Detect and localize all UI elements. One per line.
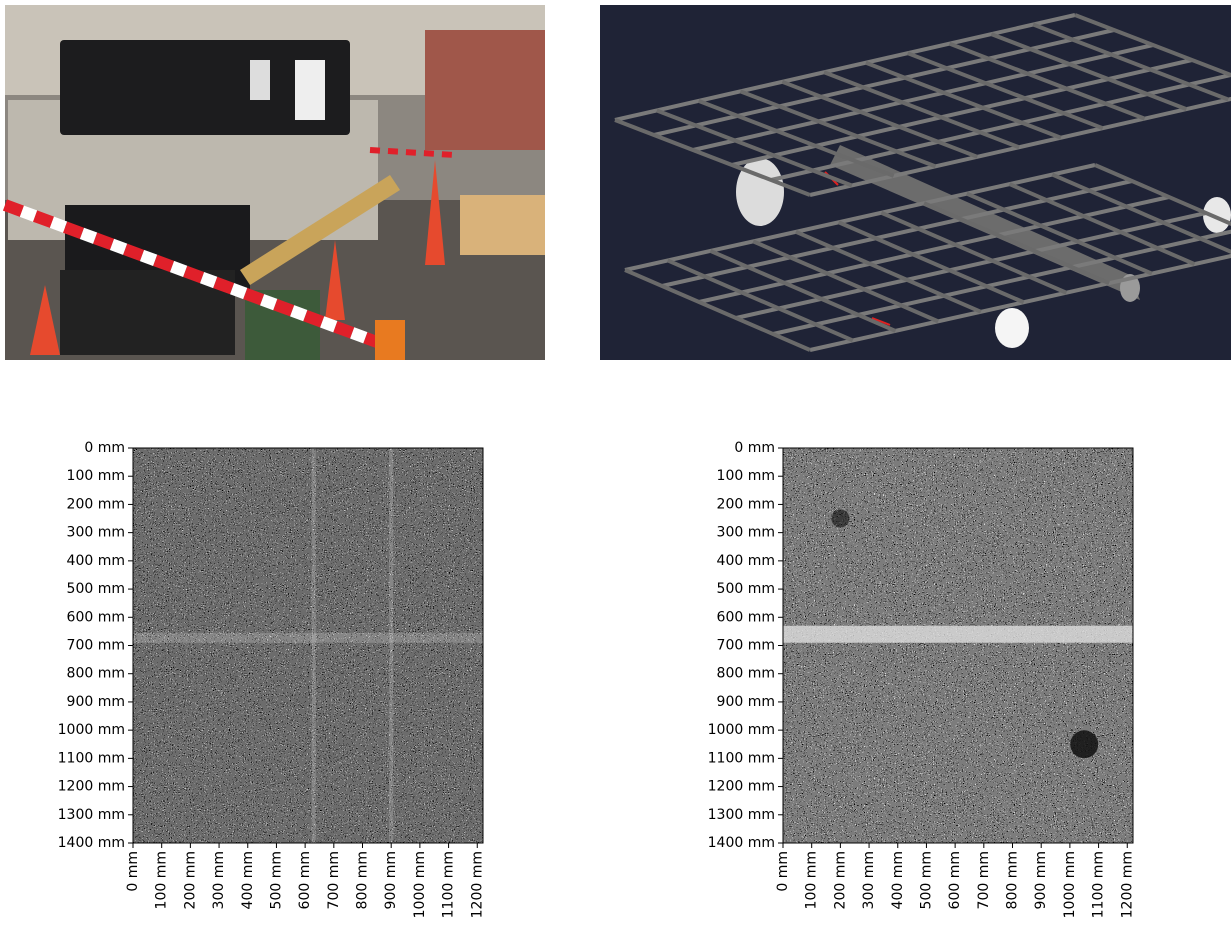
x-tick-label: 1200 mm xyxy=(469,851,485,918)
y-tick-label: 1200 mm xyxy=(708,779,775,795)
y-tick-label: 600 mm xyxy=(67,609,125,625)
y-tick-label: 1100 mm xyxy=(58,750,125,766)
x-tick-label: 600 mm xyxy=(947,851,963,909)
x-tick-label: 300 mm xyxy=(211,851,227,909)
rebar-render xyxy=(600,5,1231,360)
reflection xyxy=(312,448,316,843)
y-tick-label: 900 mm xyxy=(67,694,125,710)
y-tick-label: 1300 mm xyxy=(58,807,125,823)
x-tick-label: 500 mm xyxy=(268,851,284,909)
x-tick-label: 1200 mm xyxy=(1119,851,1135,918)
x-tick-label: 0 mm xyxy=(125,851,141,892)
y-tick-label: 500 mm xyxy=(67,581,125,597)
image-plot: 0 mm 100 mm 200 mm 300 mm 400 mm 500 mm 600 mm… xyxy=(58,440,486,918)
reflection xyxy=(133,633,483,643)
x-tick-label: 700 mm xyxy=(326,851,342,909)
x-tick-label: 1000 mm xyxy=(1062,851,1078,918)
y-tick-label: 400 mm xyxy=(717,553,775,569)
x-tick-label: 1100 mm xyxy=(441,851,457,918)
y-tick-label: 1400 mm xyxy=(708,835,775,851)
y-tick-label: 1100 mm xyxy=(708,750,775,766)
y-tick-label: 500 mm xyxy=(717,581,775,597)
y-tick-label: 800 mm xyxy=(717,666,775,682)
x-tick-label: 100 mm xyxy=(154,851,170,909)
y-tick-label: 400 mm xyxy=(67,553,125,569)
reflection xyxy=(389,448,393,843)
photo xyxy=(5,5,545,360)
figure: 0 mm 100 mm 200 mm 300 mm 400 mm 500 mm 600 mm… xyxy=(0,0,1231,931)
y-tick-label: 1000 mm xyxy=(708,722,775,738)
void xyxy=(1070,730,1098,758)
reflection xyxy=(783,626,1133,643)
y-tick-label: 1400 mm xyxy=(58,835,125,851)
x-tick-label: 1100 mm xyxy=(1091,851,1107,918)
x-tick-label: 400 mm xyxy=(890,851,906,909)
x-tick-label: 800 mm xyxy=(1005,851,1021,909)
x-tick-label: 600 mm xyxy=(297,851,313,909)
y-tick-label: 1200 mm xyxy=(58,779,125,795)
x-tick-label: 200 mm xyxy=(182,851,198,909)
x-tick-label: 900 mm xyxy=(383,851,399,909)
image xyxy=(783,448,1133,843)
y-tick-label: 300 mm xyxy=(717,525,775,541)
y-tick-label: 600 mm xyxy=(717,609,775,625)
x-tick-label: 300 mm xyxy=(861,851,877,909)
x-tick-label: 500 mm xyxy=(918,851,934,909)
y-tick-label: 200 mm xyxy=(67,496,125,512)
y-tick-label: 1000 mm xyxy=(58,722,125,738)
x-tick-label: 900 mm xyxy=(1033,851,1049,909)
x-tick-label: 200 mm xyxy=(832,851,848,909)
x-tick-label: 1000 mm xyxy=(412,851,428,918)
x-tick-label: 800 mm xyxy=(355,851,371,909)
y-tick-label: 0 mm xyxy=(84,440,125,456)
y-tick-label: 900 mm xyxy=(717,694,775,710)
y-tick-label: 200 mm xyxy=(717,496,775,512)
x-tick-label: 700 mm xyxy=(976,851,992,909)
x-tick-label: 0 mm xyxy=(775,851,791,892)
y-tick-label: 100 mm xyxy=(717,468,775,484)
image xyxy=(133,448,483,843)
y-tick-label: 700 mm xyxy=(717,638,775,654)
x-tick-label: 100 mm xyxy=(804,851,820,909)
y-tick-label: 700 mm xyxy=(67,638,125,654)
void xyxy=(831,510,849,528)
x-tick-label: 400 mm xyxy=(240,851,256,909)
y-tick-label: 300 mm xyxy=(67,525,125,541)
y-tick-label: 100 mm xyxy=(67,468,125,484)
y-tick-label: 0 mm xyxy=(734,440,775,456)
y-tick-label: 1300 mm xyxy=(708,807,775,823)
y-tick-label: 800 mm xyxy=(67,666,125,682)
image-plot: 0 mm 100 mm 200 mm 300 mm 400 mm 500 mm 600 mm… xyxy=(708,440,1136,918)
